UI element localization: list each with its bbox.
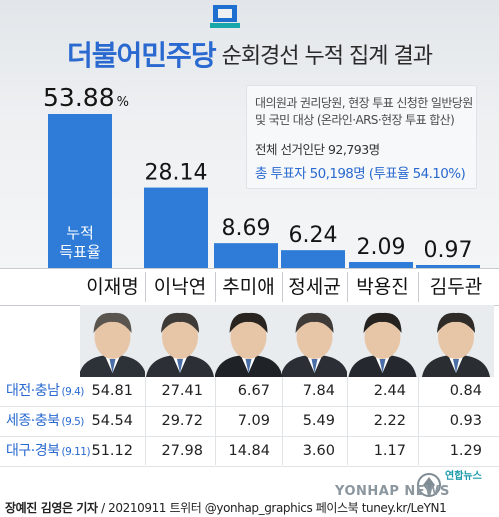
table-cell: 29.72 xyxy=(161,413,203,429)
table-cell: 6.67 xyxy=(237,383,270,399)
table-cell: 7.09 xyxy=(237,413,270,429)
table-row: 세종·충북 (9.5) 54.54 29.72 7.09 5.49 2.22 0.93 xyxy=(0,407,499,437)
region-label: 세종·충북 (9.5) xyxy=(6,407,84,437)
logo-text: YONHAP NEWS xyxy=(334,484,450,499)
column-divider xyxy=(347,377,348,465)
table-cell: 2.44 xyxy=(373,383,406,399)
info-line-2: 및 국민 대상 (온라인·ARS·현장 투표 합산) xyxy=(255,113,455,127)
table-cell: 54.81 xyxy=(91,383,133,399)
candidate-name-5: 박용진 xyxy=(356,276,409,298)
info-box: 대의원과 권리당원, 현장 투표 신청한 일반당원 및 국민 대상 (온라인·A… xyxy=(246,85,477,189)
table-cell: 3.60 xyxy=(302,443,335,459)
total-voters: 총 투표자 50,198명 (투표율 54.10%) xyxy=(255,166,466,182)
party-logo-icon xyxy=(210,5,240,28)
table-row: 대전·충남 (9.4) 54.81 27.41 6.67 7.84 2.44 0.84 xyxy=(0,377,499,407)
column-divider xyxy=(215,377,216,465)
footer: 연합뉴스 YONHAP NEWS 장예진 김영은 기자 / 20210911 트… xyxy=(0,469,499,517)
column-divider xyxy=(145,377,146,465)
region-date: (9.4) xyxy=(61,386,84,398)
bar-value-label-2: 28.14 xyxy=(145,161,208,186)
candidate-name-row: 이재명 이낙연 추미애 정세균 박용진 김두관 xyxy=(0,268,499,306)
title: 더불어민주당 순회경선 누적 집계 결과 xyxy=(0,34,499,74)
table-cell: 5.49 xyxy=(302,413,335,429)
candidate-name-2: 이낙연 xyxy=(153,276,207,298)
candidate-photo-4 xyxy=(282,305,347,377)
table-cell: 2.22 xyxy=(373,413,406,429)
region-name: 대전·충남 xyxy=(6,383,60,399)
table-cell: 27.41 xyxy=(161,383,203,399)
logo-korean-text: 연합뉴스 xyxy=(445,469,482,482)
table-cell: 27.98 xyxy=(161,443,203,459)
yonhap-logo-icon: 연합뉴스 YONHAP NEWS xyxy=(334,469,482,499)
region-label: 대전·충남 (9.4) xyxy=(6,377,84,407)
table-cell: 7.84 xyxy=(302,383,335,399)
name-divider xyxy=(282,272,283,302)
candidate-name-1: 이재명 xyxy=(86,276,139,298)
total-electorate: 전체 선거인단 92,793명 xyxy=(255,142,380,157)
bar-value-label-6: 0.97 xyxy=(424,238,473,263)
name-divider xyxy=(145,272,146,302)
chart-subtitle: 순회경선 누적 집계 결과 xyxy=(221,44,433,69)
table-cell: 1.29 xyxy=(449,443,482,459)
info-line-1: 대의원과 권리당원, 현장 투표 신청한 일반당원 xyxy=(255,96,473,110)
candidate-photo-2 xyxy=(145,305,215,377)
candidate-name-4: 정세균 xyxy=(288,276,341,298)
bar-5 xyxy=(349,262,413,268)
candidate-photo-1 xyxy=(80,305,145,377)
region-date: (9.5) xyxy=(61,416,84,428)
name-divider xyxy=(215,272,216,302)
bar-value-label-1: 53.88% xyxy=(43,83,129,112)
name-divider xyxy=(347,272,348,302)
candidate-photo-5 xyxy=(347,305,418,377)
author: 장예진 김영은 기자 xyxy=(5,501,98,515)
bar-1 xyxy=(48,114,112,268)
table-cell: 0.93 xyxy=(449,413,482,429)
credit-line: 장예진 김영은 기자 / 20210911 트위터 @yonhap_graphi… xyxy=(5,499,447,516)
region-label: 대구·경북 (9.11) xyxy=(6,437,91,467)
candidate-photo-6 xyxy=(418,305,494,377)
regional-results-table: 대전·충남 (9.4) 54.81 27.41 6.67 7.84 2.44 0.84 세종·충… xyxy=(0,377,499,468)
credit-text: / 20210911 트위터 @yonhap_graphics 페이스북 tun… xyxy=(97,501,447,515)
bar-4 xyxy=(281,250,345,268)
table-cell: 0.84 xyxy=(449,383,482,399)
candidate-name-3: 추미애 xyxy=(222,276,275,298)
table-cell: 14.84 xyxy=(228,443,270,459)
bar-value-label-5: 2.09 xyxy=(357,235,406,260)
bar-3 xyxy=(214,243,278,268)
bar-2 xyxy=(144,187,208,268)
bar-6 xyxy=(416,265,480,268)
region-name: 세종·충북 xyxy=(6,413,60,429)
bar-value-label-3: 8.69 xyxy=(222,216,271,241)
table-cell: 1.17 xyxy=(373,443,406,459)
table-cell: 51.12 xyxy=(91,443,133,459)
party-name: 더불어민주당 xyxy=(67,39,217,72)
column-divider xyxy=(418,377,419,465)
candidate-name-6: 김두관 xyxy=(429,276,483,298)
column-divider xyxy=(282,377,283,465)
candidate-photo-3 xyxy=(215,305,282,377)
table-cell: 54.54 xyxy=(91,413,133,429)
table-row: 대구·경북 (9.11) 51.12 27.98 14.84 3.60 1.17 1.29 xyxy=(0,437,499,467)
bar-annotation-1: 누적 xyxy=(66,224,94,242)
name-divider xyxy=(418,272,419,302)
bar-annotation-2: 득표율 xyxy=(59,243,100,261)
region-name: 대구·경북 xyxy=(6,443,60,459)
region-date: (9.11) xyxy=(61,446,91,458)
bar-value-label-4: 6.24 xyxy=(289,223,338,248)
